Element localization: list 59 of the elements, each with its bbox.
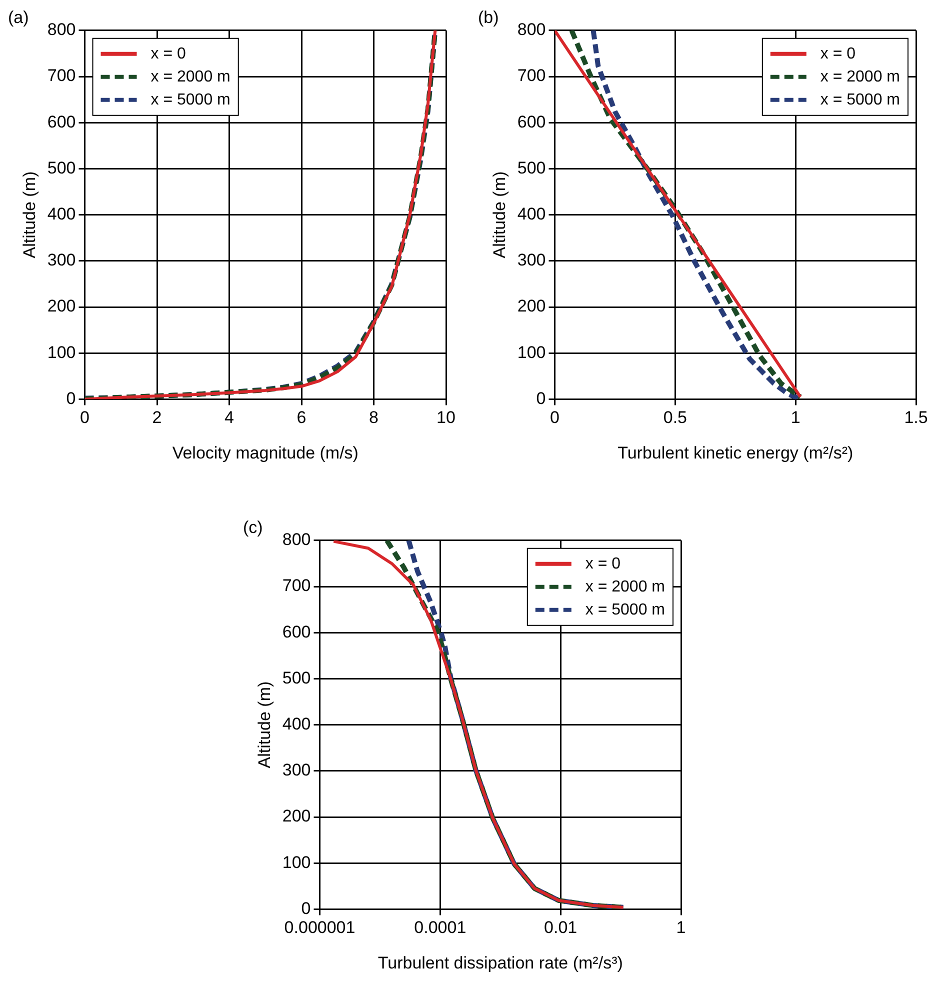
y-tick-label: 600 xyxy=(517,112,546,132)
x-tick-label: 1 xyxy=(676,918,686,938)
legend-label: x = 0 xyxy=(150,45,186,62)
x-tick-label: 0.01 xyxy=(544,918,578,938)
y-tick-label: 0 xyxy=(301,898,311,918)
x-tick-label: 8 xyxy=(369,408,378,428)
y-axis-title: Altitude (m) xyxy=(254,681,274,768)
y-tick-label: 700 xyxy=(47,66,76,86)
y-tick-label: 500 xyxy=(47,158,76,178)
y-tick-label: 300 xyxy=(47,250,76,270)
y-tick-label: 800 xyxy=(282,530,311,550)
legend-label: x = 0 xyxy=(820,45,856,62)
y-tick-label: 700 xyxy=(517,66,546,86)
x-axis-title: Velocity magnitude (m/s) xyxy=(172,443,358,462)
x-axis-title: Turbulent kinetic energy (m²/s²) xyxy=(618,443,854,462)
legend-label: x = 5000 m xyxy=(820,91,900,108)
x-tick-label: 0.000001 xyxy=(284,918,356,938)
x-tick-label: 2 xyxy=(152,408,162,428)
x-tick-label: 1.5 xyxy=(904,408,928,428)
y-tick-label: 500 xyxy=(282,668,311,688)
y-axis-title: Altitude (m) xyxy=(20,171,39,258)
y-tick-label: 500 xyxy=(517,158,546,178)
x-tick-label: 1 xyxy=(790,408,800,428)
y-tick-label: 300 xyxy=(282,760,311,780)
y-tick-label: 100 xyxy=(517,342,546,362)
legend-label: x = 2000 m xyxy=(150,68,230,86)
y-tick-label: 400 xyxy=(282,714,311,734)
y-tick-label: 600 xyxy=(47,112,76,132)
legend-label: x = 5000 m xyxy=(585,601,666,618)
y-tick-label: 0 xyxy=(536,388,546,408)
y-tick-label: 600 xyxy=(282,622,311,642)
legend-label: x = 2000 m xyxy=(585,578,666,596)
y-tick-label: 800 xyxy=(47,20,76,40)
x-tick-label: 10 xyxy=(436,408,456,428)
y-tick-label: 400 xyxy=(47,204,76,224)
chart-title: (b) xyxy=(478,8,499,27)
y-tick-label: 300 xyxy=(517,250,546,270)
y-tick-label: 100 xyxy=(47,342,76,362)
y-tick-label: 700 xyxy=(282,576,311,596)
y-tick-label: 200 xyxy=(282,806,311,826)
legend-label: x = 0 xyxy=(585,555,621,572)
chart-title: (c) xyxy=(243,518,263,537)
x-tick-label: 6 xyxy=(296,408,306,428)
y-tick-label: 400 xyxy=(517,204,546,224)
x-axis-title: Turbulent dissipation rate (m²/s³) xyxy=(378,953,623,972)
y-tick-label: 0 xyxy=(66,388,76,408)
y-tick-label: 100 xyxy=(282,852,311,872)
x-tick-label: 0 xyxy=(550,408,560,428)
legend-label: x = 5000 m xyxy=(150,91,230,108)
x-tick-label: 0.0001 xyxy=(414,918,466,938)
chart-title: (a) xyxy=(8,8,29,27)
x-tick-label: 4 xyxy=(224,408,234,428)
x-tick-label: 0 xyxy=(80,408,90,428)
y-axis-title: Altitude (m) xyxy=(490,171,509,258)
y-tick-label: 800 xyxy=(517,20,546,40)
y-tick-label: 200 xyxy=(517,296,546,316)
legend-label: x = 2000 m xyxy=(820,68,900,86)
x-tick-label: 0.5 xyxy=(663,408,687,428)
y-tick-label: 200 xyxy=(47,296,76,316)
